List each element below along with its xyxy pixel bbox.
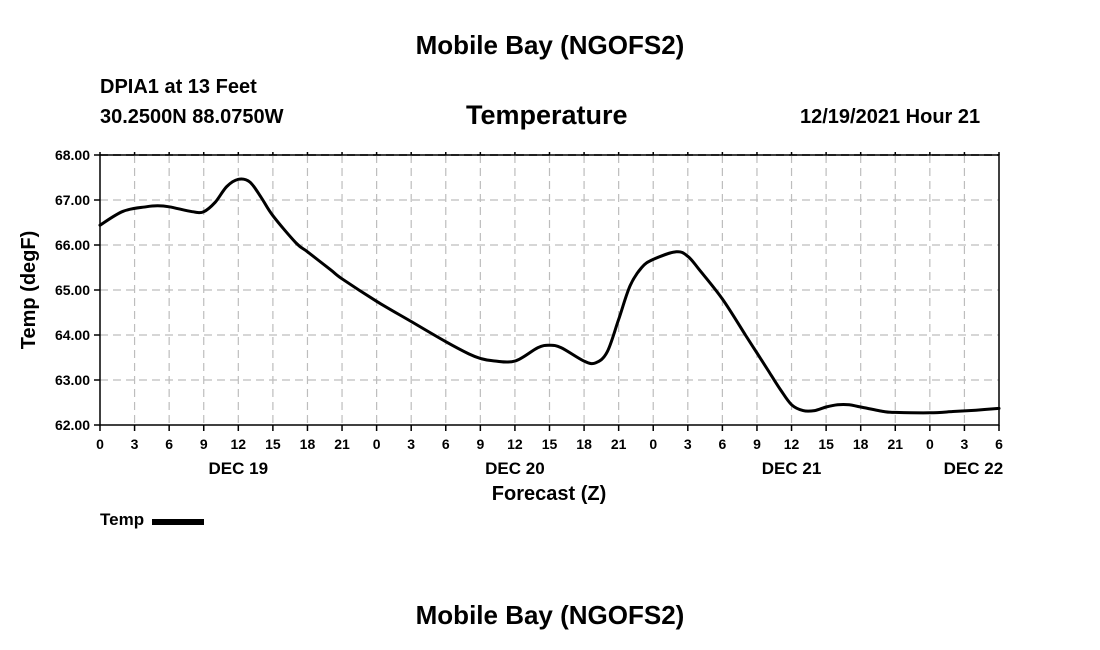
x-tick-label: 6 xyxy=(718,436,726,452)
station-coordinates: 30.2500N 88.0750W xyxy=(100,106,284,128)
legend-swatch xyxy=(152,519,205,525)
day-label: DEC 19 xyxy=(209,459,269,478)
x-tick-label: 12 xyxy=(231,436,247,452)
day-label: DEC 21 xyxy=(762,459,822,478)
x-axis: 0 3 6 9 12 15 18 21 0 3 6 9 12 15 18 21 0 3 6 9 12 15 18 21 0 3 6 xyxy=(96,152,1003,452)
x-tick-label: 21 xyxy=(611,436,627,452)
y-tick-label: 64.00 xyxy=(55,327,90,343)
y-tick-label: 67.00 xyxy=(55,192,90,208)
y-axis: 62.00 63.00 64.00 65.00 66.00 67.00 68.00 xyxy=(55,147,100,433)
x-tick-label: 12 xyxy=(784,436,800,452)
series-group xyxy=(98,177,1001,415)
series-line-temp xyxy=(98,177,1001,415)
page-title-bottom: Mobile Bay (NGOFS2) xyxy=(415,600,685,630)
day-labels: DEC 19 DEC 20 DEC 21 DEC 22 xyxy=(209,459,1004,478)
x-tick-label: 9 xyxy=(753,436,761,452)
x-tick-label: 6 xyxy=(165,436,173,452)
y-tick-label: 68.00 xyxy=(55,147,90,163)
x-tick-label: 3 xyxy=(407,436,415,452)
x-tick-label: 3 xyxy=(961,436,969,452)
x-tick-label: 9 xyxy=(476,436,484,452)
x-tick-label: 0 xyxy=(373,436,381,452)
legend: Temp xyxy=(100,510,205,530)
x-tick-label: 9 xyxy=(200,436,208,452)
x-tick-label: 21 xyxy=(887,436,903,452)
y-axis-label: Temp (degF) xyxy=(18,231,40,350)
x-tick-label: 21 xyxy=(334,436,350,452)
legend-label: Temp xyxy=(100,510,145,529)
x-tick-label: 15 xyxy=(542,436,558,452)
x-tick-label: 6 xyxy=(995,436,1003,452)
x-tick-label: 15 xyxy=(818,436,834,452)
x-tick-label: 0 xyxy=(926,436,934,452)
grid-lines xyxy=(100,154,999,425)
x-tick-label: 6 xyxy=(442,436,450,452)
x-tick-label: 0 xyxy=(649,436,657,452)
x-tick-label: 18 xyxy=(853,436,869,452)
x-tick-label: 12 xyxy=(507,436,523,452)
y-tick-label: 63.00 xyxy=(55,372,90,388)
chart-title: Temperature xyxy=(466,100,628,130)
x-tick-label: 18 xyxy=(576,436,592,452)
forecast-datetime: 12/19/2021 Hour 21 xyxy=(800,106,981,128)
y-tick-label: 65.00 xyxy=(55,282,90,298)
y-tick-label: 66.00 xyxy=(55,237,90,253)
page-title-top: Mobile Bay (NGOFS2) xyxy=(415,30,685,60)
y-tick-label: 62.00 xyxy=(55,417,90,433)
x-tick-label: 0 xyxy=(96,436,104,452)
station-label: DPIA1 at 13 Feet xyxy=(100,76,257,98)
day-label: DEC 22 xyxy=(944,459,1004,478)
x-tick-label: 15 xyxy=(265,436,281,452)
x-axis-label: Forecast (Z) xyxy=(492,483,606,505)
x-tick-label: 3 xyxy=(131,436,139,452)
x-tick-label: 3 xyxy=(684,436,692,452)
x-tick-label: 18 xyxy=(300,436,316,452)
day-label: DEC 20 xyxy=(485,459,545,478)
